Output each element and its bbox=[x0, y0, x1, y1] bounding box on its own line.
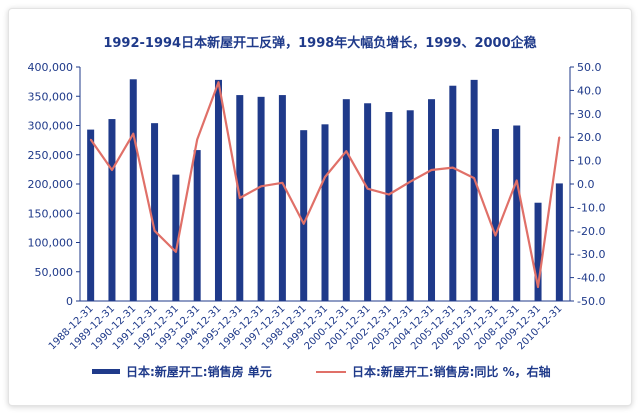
legend-item-bar: 日本:新屋开工:销售房 单元 bbox=[92, 363, 272, 380]
y-left-tick-label: 100,000 bbox=[28, 237, 74, 250]
y-left-tick-label: 250,000 bbox=[28, 149, 74, 162]
bar bbox=[151, 123, 159, 301]
line-point bbox=[515, 179, 518, 182]
bar bbox=[214, 79, 222, 302]
y-right-tick-label: -40.0 bbox=[577, 272, 605, 285]
bar bbox=[87, 129, 95, 301]
bar bbox=[300, 130, 308, 301]
bar bbox=[129, 79, 137, 301]
y-right-tick-label: -20.0 bbox=[577, 225, 605, 238]
line-point bbox=[324, 176, 326, 178]
bar bbox=[406, 110, 414, 301]
bar bbox=[534, 202, 542, 301]
bar bbox=[491, 129, 499, 301]
bar bbox=[321, 124, 329, 301]
line-point bbox=[494, 234, 497, 237]
bar bbox=[108, 119, 116, 301]
y-left-tick-label: 350,000 bbox=[28, 90, 74, 103]
line-point bbox=[345, 150, 348, 153]
line-point bbox=[89, 138, 92, 141]
bar bbox=[449, 85, 457, 301]
chart-title: 1992-1994日本新屋开工反弹，1998年大幅负增长，1999、2000企稳 bbox=[103, 36, 537, 51]
line-point bbox=[302, 222, 305, 225]
bar bbox=[193, 150, 201, 301]
y-right-tick-label: 30.0 bbox=[577, 108, 602, 121]
bar bbox=[555, 183, 563, 301]
line-point bbox=[430, 169, 433, 171]
bar bbox=[278, 95, 286, 301]
line-point bbox=[111, 169, 113, 171]
bar bbox=[364, 103, 372, 302]
y-right-tick-label: 40.0 bbox=[577, 84, 602, 97]
line-point bbox=[196, 138, 198, 141]
bar bbox=[385, 112, 393, 301]
line-point bbox=[473, 177, 475, 179]
y-right-tick-label: -50.0 bbox=[577, 295, 605, 308]
bar bbox=[172, 174, 180, 301]
line-point bbox=[153, 230, 156, 232]
bar bbox=[470, 79, 478, 302]
line-point bbox=[175, 251, 177, 253]
line-point bbox=[238, 197, 241, 199]
legend-label-bar: 日本:新屋开工:销售房 单元 bbox=[126, 365, 272, 379]
y-left-tick-label: 400,000 bbox=[28, 61, 74, 74]
y-left-tick-label: 150,000 bbox=[28, 207, 74, 220]
y-left-tick-label: 300,000 bbox=[28, 120, 74, 133]
line-point bbox=[537, 286, 539, 288]
line-point bbox=[366, 187, 369, 190]
legend-item-line: 日本:新屋开工:销售房:同比 %，右轴 bbox=[316, 363, 551, 380]
y-right-tick-label: 0.0 bbox=[577, 178, 595, 191]
bar bbox=[257, 96, 265, 302]
line-point bbox=[217, 81, 220, 84]
chart-legend: 日本:新屋开工:销售房 单元 日本:新屋开工:销售房:同比 %，右轴 bbox=[0, 363, 640, 383]
bar bbox=[342, 99, 350, 301]
y-right-tick-label: -10.0 bbox=[577, 201, 605, 214]
bar bbox=[513, 125, 521, 301]
y-left-tick-label: 0 bbox=[66, 295, 73, 308]
y-right-tick-label: -30.0 bbox=[577, 248, 605, 261]
line-point bbox=[409, 180, 412, 183]
bar bbox=[428, 99, 436, 301]
y-left-tick-label: 50,000 bbox=[35, 266, 74, 279]
y-right-tick-label: 10.0 bbox=[577, 155, 602, 168]
line-point bbox=[260, 185, 262, 188]
y-right-tick-label: 20.0 bbox=[577, 131, 602, 144]
line-point bbox=[132, 132, 135, 135]
line-point bbox=[281, 182, 284, 184]
legend-swatch-bar bbox=[92, 369, 120, 374]
line-point bbox=[388, 193, 390, 196]
y-left-tick-label: 200,000 bbox=[28, 178, 74, 191]
y-right-tick-label: 50.0 bbox=[577, 61, 602, 74]
line-point bbox=[558, 136, 561, 138]
line-point bbox=[452, 166, 454, 169]
legend-swatch-line bbox=[316, 370, 346, 373]
legend-label-line: 日本:新屋开工:销售房:同比 %，右轴 bbox=[352, 365, 551, 379]
